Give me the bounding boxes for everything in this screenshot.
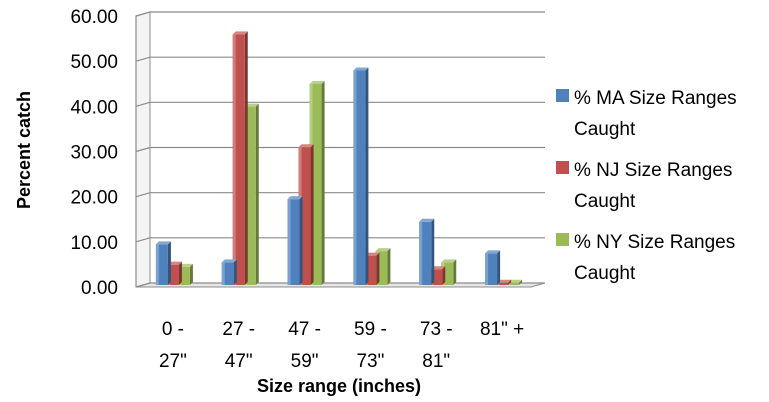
x-tick-label: 47" xyxy=(225,351,253,372)
gridline xyxy=(135,101,545,107)
y-axis-title: Percent catch xyxy=(14,91,34,209)
x-tick-label: 0 - xyxy=(162,319,184,340)
legend-entry: % MA Size Ranges Caught xyxy=(556,88,737,140)
bars xyxy=(155,31,523,286)
y-tick-label: 30.00 xyxy=(70,143,118,164)
gridline xyxy=(135,192,545,198)
x-tick-label: 27" xyxy=(159,351,187,372)
legend: % MA Size Ranges Caught % NJ Size Ranges Ca… xyxy=(556,88,737,284)
gridline xyxy=(135,11,545,17)
bar xyxy=(485,250,501,285)
legend-label: % MA Size Ranges xyxy=(574,88,737,109)
gridline xyxy=(135,237,545,243)
x-tick-label: 59" xyxy=(291,351,319,372)
x-category-labels: 0 - 27" 27 - 47" 47 - 59" 59 - 73" 73 - 81" 81" + xyxy=(159,319,524,372)
legend-label: % NJ Size Ranges xyxy=(574,160,732,181)
legend-entry: % NY Size Ranges Caught xyxy=(556,232,735,284)
y-tick-label: 0.00 xyxy=(81,278,118,299)
y-tick-label: 20.00 xyxy=(70,188,118,209)
legend-label: % NY Size Ranges xyxy=(574,232,735,253)
x-tick-label: 27 - xyxy=(222,319,255,340)
x-axis-title: Size range (inches) xyxy=(257,376,421,396)
gridline xyxy=(135,282,545,288)
legend-swatch xyxy=(556,233,569,246)
legend-label: Caught xyxy=(574,263,636,284)
legend-label: Caught xyxy=(574,191,636,212)
bar xyxy=(419,218,435,285)
bar xyxy=(287,196,303,285)
y-tick-labels: 0.00 10.00 20.00 30.00 40.00 50.00 60.00 xyxy=(70,7,118,299)
legend-entry: % NJ Size Ranges Caught xyxy=(556,160,732,212)
chart-walls xyxy=(135,11,546,288)
y-tick-label: 40.00 xyxy=(70,97,118,118)
bar xyxy=(221,259,237,285)
gridlines xyxy=(135,11,545,288)
bar xyxy=(353,67,369,285)
x-tick-label: 59 - xyxy=(354,319,387,340)
x-tick-label: 73" xyxy=(356,351,384,372)
y-tick-label: 10.00 xyxy=(70,233,118,254)
x-tick-label: 47 - xyxy=(288,319,321,340)
y-tick-label: 60.00 xyxy=(70,7,118,28)
legend-swatch xyxy=(556,161,569,174)
bar xyxy=(155,241,171,285)
bar xyxy=(232,31,248,286)
legend-label: Caught xyxy=(574,119,636,140)
x-tick-label: 81" xyxy=(422,351,450,372)
gridline xyxy=(135,146,545,153)
x-tick-label: 73 - xyxy=(420,319,453,340)
gridline xyxy=(135,56,545,62)
x-tick-label: 81" + xyxy=(480,319,524,340)
y-tick-label: 50.00 xyxy=(70,52,118,73)
legend-swatch xyxy=(556,89,569,102)
